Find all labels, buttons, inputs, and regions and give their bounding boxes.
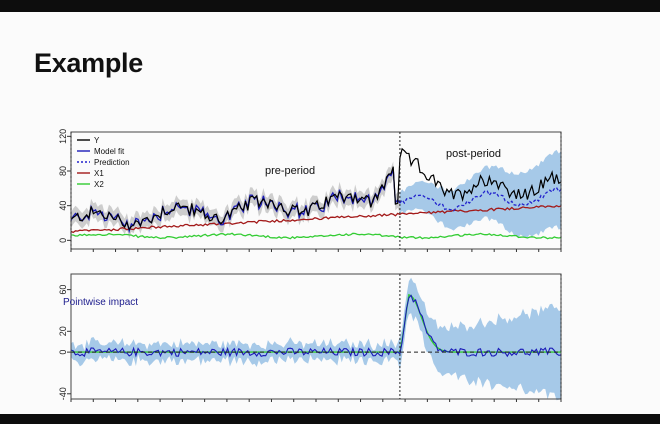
legend-label: X2 <box>94 180 104 189</box>
legend: Y Model fit Prediction X1 X2 <box>77 136 130 189</box>
y-tick-label: 0 <box>58 350 68 355</box>
prediction-interval <box>399 149 561 238</box>
series-impact <box>70 294 562 358</box>
y-tick-label: 20 <box>58 326 68 336</box>
legend-label: Model fit <box>94 147 125 156</box>
main-chart: 0 40 80 120 pre-period post-period Y Model f… <box>58 129 562 252</box>
legend-label: Prediction <box>94 158 130 167</box>
legend-label: Y <box>94 136 100 145</box>
y-tick-label: 120 <box>58 129 68 144</box>
slide-title: Example <box>34 48 143 78</box>
series-prediction <box>399 186 562 212</box>
series-y <box>70 147 562 231</box>
impact-title: Pointwise impact <box>63 297 138 308</box>
series-x2 <box>71 232 562 240</box>
pre-period-label: pre-period <box>265 165 315 177</box>
video-top-bar <box>0 0 660 12</box>
y-tick-label: 60 <box>58 285 68 295</box>
series-x1 <box>70 204 562 234</box>
impact-interval <box>71 277 561 401</box>
impact-chart: -40 0 20 60 Pointwise impact <box>58 273 562 402</box>
pre-period-interval <box>71 161 400 239</box>
slide: Example 0 40 80 120 pre-period post-period … <box>0 12 660 414</box>
y-tick-label: 40 <box>58 201 68 211</box>
legend-label: X1 <box>94 169 104 178</box>
y-tick-label: 0 <box>58 238 68 243</box>
post-period-label: post-period <box>446 148 501 160</box>
y-tick-label: 80 <box>58 166 68 176</box>
y-tick-label: -40 <box>58 387 68 400</box>
video-bottom-bar <box>0 414 660 424</box>
